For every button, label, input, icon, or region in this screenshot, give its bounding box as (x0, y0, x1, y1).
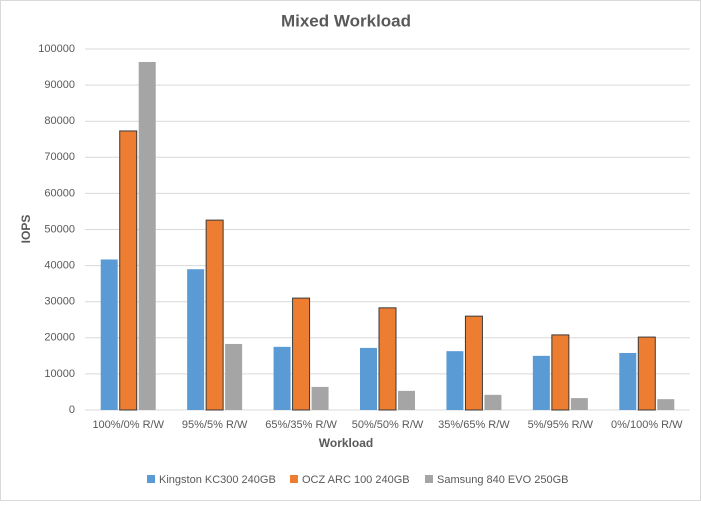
y-tick-label: 80000 (44, 115, 75, 127)
bar (138, 61, 156, 410)
y-tick-label: 20000 (44, 332, 75, 344)
legend-swatch (290, 475, 298, 483)
bar (119, 130, 138, 411)
y-axis-label: IOPS (19, 215, 33, 244)
x-tick-label: 0%/100% R/W (611, 419, 683, 431)
legend-label: Kingston KC300 240GB (159, 474, 276, 486)
y-tick-label: 90000 (44, 79, 75, 91)
bar (637, 336, 656, 411)
bar (292, 297, 311, 411)
x-tick-label: 100%/0% R/W (92, 419, 164, 431)
bar (464, 315, 483, 411)
x-tick-label: 95%/5% R/W (182, 419, 248, 431)
y-tick-label: 50000 (44, 223, 75, 235)
bar (360, 347, 377, 410)
y-tick-label: 30000 (44, 296, 75, 308)
bar (484, 394, 502, 410)
x-tick-label: 50%/50% R/W (352, 419, 424, 431)
bar (570, 398, 588, 410)
bar (532, 355, 550, 410)
bar (273, 346, 291, 410)
bar (100, 259, 118, 410)
bar (225, 343, 243, 410)
bar (657, 399, 675, 410)
bar (311, 386, 329, 410)
legend-swatch (425, 475, 433, 483)
y-tick-label: 70000 (44, 151, 75, 163)
y-tick-label: 100000 (38, 43, 75, 55)
y-tick-label: 40000 (44, 260, 75, 272)
bar (619, 352, 637, 410)
x-tick-label: 65%/35% R/W (265, 419, 337, 431)
chart-title: Mixed Workload (281, 11, 411, 30)
bar (551, 334, 570, 411)
bar (205, 219, 224, 411)
legend-swatch (147, 475, 155, 483)
x-tick-label: 5%/95% R/W (528, 419, 594, 431)
x-tick-label: 35%/65% R/W (438, 419, 510, 431)
y-tick-label: 0 (69, 404, 75, 416)
bar (378, 307, 397, 411)
x-axis-label: Workload (319, 436, 373, 450)
y-tick-label: 10000 (44, 368, 75, 380)
legend-label: Samsung 840 EVO 250GB (437, 474, 568, 486)
legend-label: OCZ ARC 100 240GB (302, 474, 410, 486)
bar (398, 390, 415, 410)
bar (187, 269, 205, 410)
y-tick-label: 60000 (44, 187, 75, 199)
bar (446, 351, 464, 410)
